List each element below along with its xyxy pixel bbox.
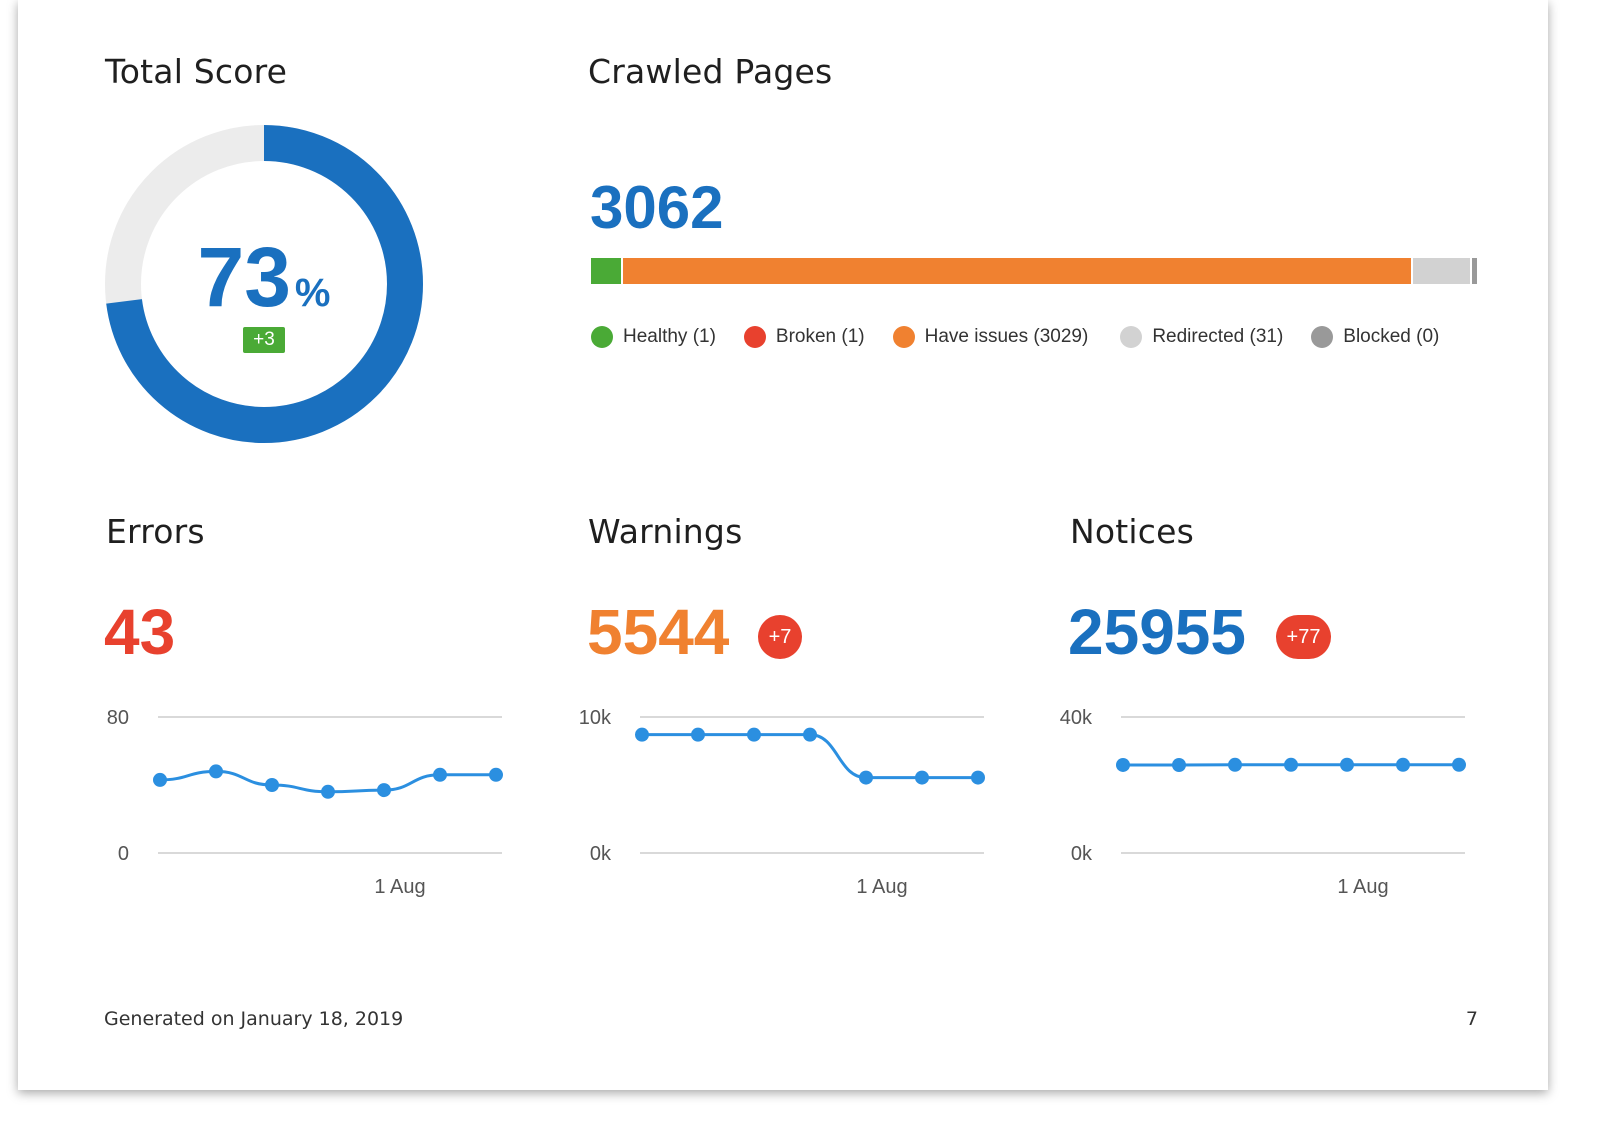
data-point-3 — [803, 727, 817, 742]
generated-date: Generated on January 18, 2019 — [104, 1008, 404, 1030]
data-point-5 — [1396, 757, 1410, 772]
data-point-4 — [1340, 757, 1354, 772]
legend-label-broken: Broken (1) — [775, 326, 865, 347]
total-score-donut — [105, 125, 423, 443]
legend-label-healthy: Healthy (1) — [623, 326, 716, 347]
crawled-pages-legend: Healthy (1) Broken (1) Have issues (3029) R… — [591, 322, 1481, 352]
page-number: 7 — [1465, 1008, 1478, 1030]
crawl-bar-segment-redirected — [1413, 258, 1470, 284]
legend-label-have-issues: Have issues (3029) — [924, 326, 1089, 347]
y-tick-label-bottom: 0 — [118, 843, 129, 865]
data-point-4 — [859, 770, 873, 785]
data-point-6 — [1452, 757, 1466, 772]
data-point-3 — [1284, 757, 1298, 772]
data-point-0 — [153, 772, 167, 787]
y-tick-label-bottom: 0k — [590, 843, 612, 865]
data-point-1 — [1172, 758, 1186, 773]
score-number: 73 — [197, 230, 291, 324]
legend-dot-healthy — [591, 326, 613, 348]
legend-item-broken: Broken (1) — [743, 322, 865, 352]
errors-chart: 80 0 1 Aug — [100, 700, 520, 910]
crawled-pages-total: 3062 — [590, 174, 724, 241]
data-point-3 — [321, 784, 335, 799]
data-point-4 — [377, 783, 391, 798]
score-unit: % — [294, 271, 331, 315]
legend-label-blocked: Blocked (0) — [1343, 326, 1440, 347]
total-score-value: 73% +3 — [105, 235, 423, 353]
data-point-2 — [265, 778, 279, 792]
data-point-1 — [209, 764, 223, 779]
legend-item-redirected: Redirected (31) — [1120, 322, 1283, 352]
notices-title: Notices — [1070, 512, 1195, 551]
legend-label-redirected: Redirected (31) — [1152, 326, 1284, 347]
x-tick-label: 1 Aug — [1337, 876, 1388, 898]
crawl-bar-segment-healthy — [591, 258, 621, 284]
legend-dot-redirected — [1120, 326, 1143, 348]
legend-item-blocked: Blocked (0) — [1311, 322, 1439, 352]
donut-fill — [105, 125, 423, 443]
crawled-pages-bar — [591, 258, 1477, 284]
crawled-pages-title: Crawled Pages — [588, 52, 833, 91]
data-point-6 — [971, 770, 985, 785]
report-page — [18, 0, 1548, 1090]
errors-count: 43 — [104, 596, 176, 668]
data-point-0 — [635, 727, 649, 742]
warnings-count: 5544 — [587, 596, 730, 668]
data-point-6 — [489, 767, 503, 782]
data-point-1 — [691, 727, 705, 742]
data-point-0 — [1116, 757, 1130, 772]
data-point-2 — [1228, 757, 1242, 772]
score-delta-badge: +3 — [243, 327, 285, 353]
y-tick-label-bottom: 0k — [1071, 843, 1093, 865]
warnings-title: Warnings — [588, 512, 743, 551]
legend-dot-have-issues — [892, 326, 915, 348]
legend-dot-blocked — [1311, 326, 1334, 348]
errors-title: Errors — [106, 512, 205, 551]
crawl-bar-segment-have-issues — [623, 258, 1411, 284]
legend-item-healthy: Healthy (1) — [591, 322, 716, 352]
crawl-bar-segment-blocked — [1472, 258, 1477, 284]
y-tick-label-top: 40k — [1060, 707, 1093, 729]
data-point-2 — [747, 727, 761, 742]
warnings-delta-badge: +7 — [758, 615, 802, 659]
notices-chart: 40k 0k 1 Aug — [1060, 700, 1483, 910]
y-tick-label-top: 10k — [579, 707, 612, 729]
x-tick-label: 1 Aug — [374, 876, 425, 898]
notices-delta-badge: +77 — [1276, 615, 1331, 659]
data-point-5 — [433, 767, 447, 782]
legend-dot-broken — [743, 326, 766, 348]
x-tick-label: 1 Aug — [856, 876, 907, 898]
warnings-chart: 10k 0k 1 Aug — [579, 700, 1002, 910]
notices-count: 25955 — [1068, 596, 1246, 668]
y-tick-label-top: 80 — [107, 707, 129, 729]
total-score-title: Total Score — [105, 52, 288, 91]
data-point-5 — [915, 770, 929, 785]
legend-item-have-issues: Have issues (3029) — [892, 322, 1089, 352]
